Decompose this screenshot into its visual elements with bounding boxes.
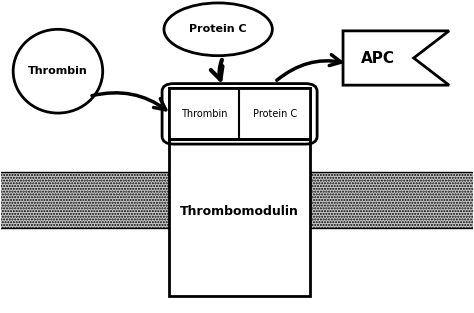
Text: Thrombin: Thrombin	[181, 109, 227, 119]
Bar	[169, 88, 310, 296]
Text: APC: APC	[361, 50, 395, 65]
Polygon shape	[343, 31, 449, 85]
Bar	[169, 88, 310, 139]
Text: Protein C: Protein C	[189, 24, 247, 34]
Text: Protein C: Protein C	[253, 109, 297, 119]
Text: Thrombomodulin: Thrombomodulin	[180, 205, 299, 218]
Ellipse shape	[13, 29, 103, 113]
Bar	[1, 172, 473, 228]
Ellipse shape	[164, 3, 273, 56]
Text: Thrombin: Thrombin	[28, 66, 88, 76]
